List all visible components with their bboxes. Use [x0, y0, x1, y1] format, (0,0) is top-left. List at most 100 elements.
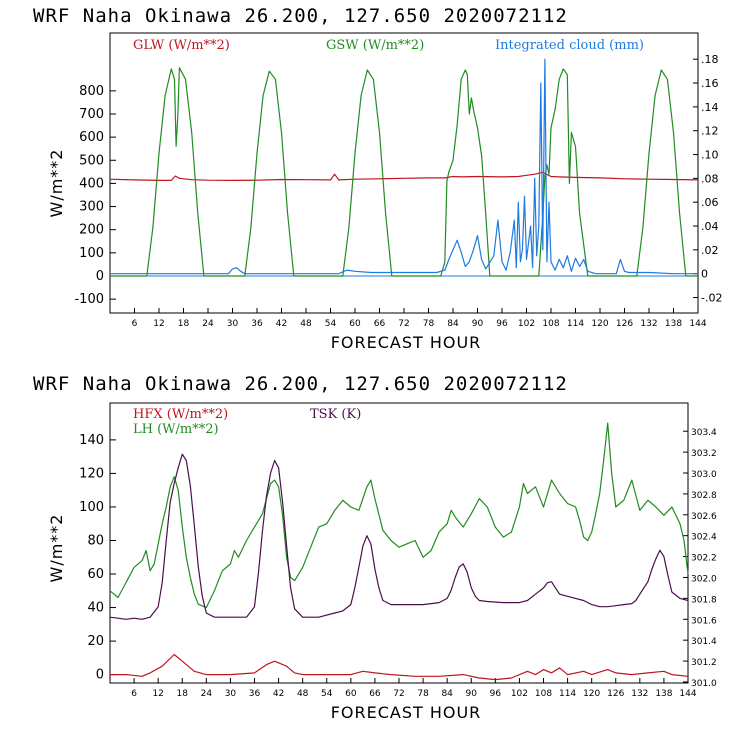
x-tick-label-0-21: 132	[640, 319, 657, 329]
x-tick-label-1-4: 30	[225, 689, 237, 699]
x-tick-label-1-14: 90	[466, 689, 478, 699]
series-line-tsk	[109, 453, 689, 620]
x-tick-label-0-18: 114	[567, 319, 584, 329]
y-tick-label-0-7: 600	[79, 130, 104, 145]
y-tick-label-1-0: 0	[96, 668, 104, 683]
series-line-hfx	[110, 653, 689, 681]
bottom-chart: WRF Naha Okinawa 26.200, 127.650 2020072…	[33, 373, 717, 722]
bottom-chart-title: WRF Naha Okinawa 26.200, 127.650 2020072…	[33, 373, 568, 395]
x-tick-label-1-11: 72	[393, 689, 404, 699]
top-x-tick-labels: 6 12 18 24 30 36 42 48 54 60 66 72 78 84 90 96 102 108 114…	[132, 308, 707, 329]
y-tick-label-1-4: 80	[87, 533, 104, 548]
y-tick-label-1-1: 20	[87, 634, 104, 649]
x-tick-label-1-9: 60	[345, 689, 357, 699]
bottom-series-group	[109, 422, 689, 681]
x-tick-label-1-8: 54	[321, 689, 333, 699]
top-y-axis-label: W/m**2	[47, 149, 66, 218]
x-tick-label-0-13: 84	[447, 319, 459, 329]
y-tick-label-0-2: 100	[79, 246, 104, 261]
top-chart: WRF Naha Okinawa 26.200, 127.650 2020072…	[33, 5, 722, 352]
x-tick-label-1-0: 6	[131, 689, 137, 699]
x-tick-label-0-7: 48	[300, 319, 312, 329]
y2-tick-label-0-2: .02	[701, 244, 719, 257]
legend-glw: GLW (W/m**2)	[133, 38, 230, 53]
bottom-plot-frame	[109, 402, 689, 684]
y2-tick-label-1-8: 302.6	[691, 512, 717, 522]
x-tick-label-1-5: 36	[249, 689, 261, 699]
y-tick-label-0-6: 500	[79, 153, 104, 168]
y2-tick-label-0-4: .06	[701, 196, 719, 209]
x-tick-label-1-12: 78	[417, 689, 429, 699]
x-tick-label-0-22: 138	[665, 319, 682, 329]
y2-tick-label-0-3: .04	[701, 220, 719, 233]
x-tick-label-0-8: 54	[325, 319, 337, 329]
y2-tick-label-1-3: 301.6	[691, 616, 717, 626]
top-plot-frame	[109, 32, 699, 314]
y2-tick-label-1-2: 301.4	[691, 637, 717, 647]
y2-tick-label-1-11: 303.2	[691, 449, 717, 459]
x-tick-label-1-23: 144	[679, 689, 696, 699]
y2-tick-label-1-10: 303.0	[691, 470, 717, 480]
bottom-y-tick-labels: 0 20 40 60 80 100 120 140	[79, 433, 116, 683]
bottom-right-axis: 301.0 301.2 301.4 301.6 301.8 302.0 302.2 302.4…	[683, 428, 717, 689]
x-tick-label-0-12: 78	[423, 319, 435, 329]
series-line-glw	[109, 171, 699, 181]
top-right-axis: -.02 0 .02 .04 .06 .08 .10 .12 .14 .16 .18	[693, 53, 722, 305]
y2-tick-label-1-1: 301.2	[691, 658, 717, 668]
x-tick-label-1-3: 24	[201, 689, 213, 699]
y-tick-label-0-4: 300	[79, 200, 104, 215]
x-tick-label-1-22: 138	[655, 689, 672, 699]
x-tick-label-0-11: 72	[398, 319, 409, 329]
y2-tick-label-0-0: -.02	[701, 292, 722, 305]
y-tick-label-1-7: 140	[79, 433, 104, 448]
y-tick-label-1-3: 60	[87, 567, 104, 582]
series-line-lh	[109, 422, 689, 609]
legend-gsw: GSW (W/m**2)	[326, 38, 424, 53]
y2-tick-label-0-9: .16	[701, 77, 719, 90]
series-line-gsw	[110, 67, 698, 277]
x-tick-label-0-15: 96	[496, 319, 508, 329]
x-tick-label-1-6: 42	[273, 689, 284, 699]
y2-tick-label-0-8: .14	[701, 101, 719, 114]
bottom-y-axis-label: W/m**2	[47, 514, 66, 583]
y2-tick-label-1-6: 302.2	[691, 554, 717, 564]
x-tick-label-1-19: 120	[583, 689, 600, 699]
x-tick-label-0-2: 18	[178, 319, 190, 329]
x-tick-label-0-19: 120	[591, 319, 608, 329]
x-tick-label-1-18: 114	[559, 689, 576, 699]
y2-tick-label-1-5: 302.0	[691, 574, 717, 584]
x-tick-label-1-7: 48	[297, 689, 309, 699]
y-tick-label-0-5: 400	[79, 176, 104, 191]
x-tick-label-1-20: 126	[607, 689, 624, 699]
y2-tick-label-1-9: 302.8	[691, 491, 717, 501]
x-tick-label-1-13: 84	[441, 689, 453, 699]
y-tick-label-0-3: 200	[79, 223, 104, 238]
y-tick-label-1-2: 40	[87, 601, 104, 616]
x-tick-label-0-9: 60	[349, 319, 361, 329]
legend-lh: LH (W/m**2)	[133, 422, 219, 437]
x-tick-label-0-20: 126	[616, 319, 633, 329]
x-tick-label-0-0: 6	[132, 319, 138, 329]
y2-tick-label-1-7: 302.4	[691, 533, 717, 543]
x-tick-label-1-21: 132	[631, 689, 648, 699]
x-tick-label-0-23: 144	[689, 319, 706, 329]
y2-tick-label-1-4: 301.8	[691, 595, 717, 605]
y2-tick-label-0-5: .08	[701, 172, 719, 185]
legend-hfx: HFX (W/m**2)	[133, 407, 228, 422]
y2-tick-label-1-0: 301.0	[691, 679, 717, 689]
x-tick-label-0-6: 42	[276, 319, 287, 329]
x-tick-label-0-4: 30	[227, 319, 239, 329]
y-tick-label-1-5: 100	[79, 500, 104, 515]
y-tick-label-0-1: 0	[96, 269, 104, 284]
top-y-tick-labels: -100 0 100 200 300 400 500 600 700 800	[74, 84, 116, 307]
x-tick-label-0-3: 24	[202, 319, 214, 329]
x-tick-label-1-16: 102	[511, 689, 528, 699]
x-tick-label-1-15: 96	[490, 689, 502, 699]
legend-tsk: TSK (K)	[310, 407, 361, 422]
series-line-integrated	[110, 58, 698, 275]
x-tick-label-0-1: 12	[153, 319, 164, 329]
y-tick-label-0-9: 800	[79, 84, 104, 99]
x-tick-label-1-1: 12	[152, 689, 163, 699]
y-tick-label-0-0: -100	[74, 292, 104, 307]
